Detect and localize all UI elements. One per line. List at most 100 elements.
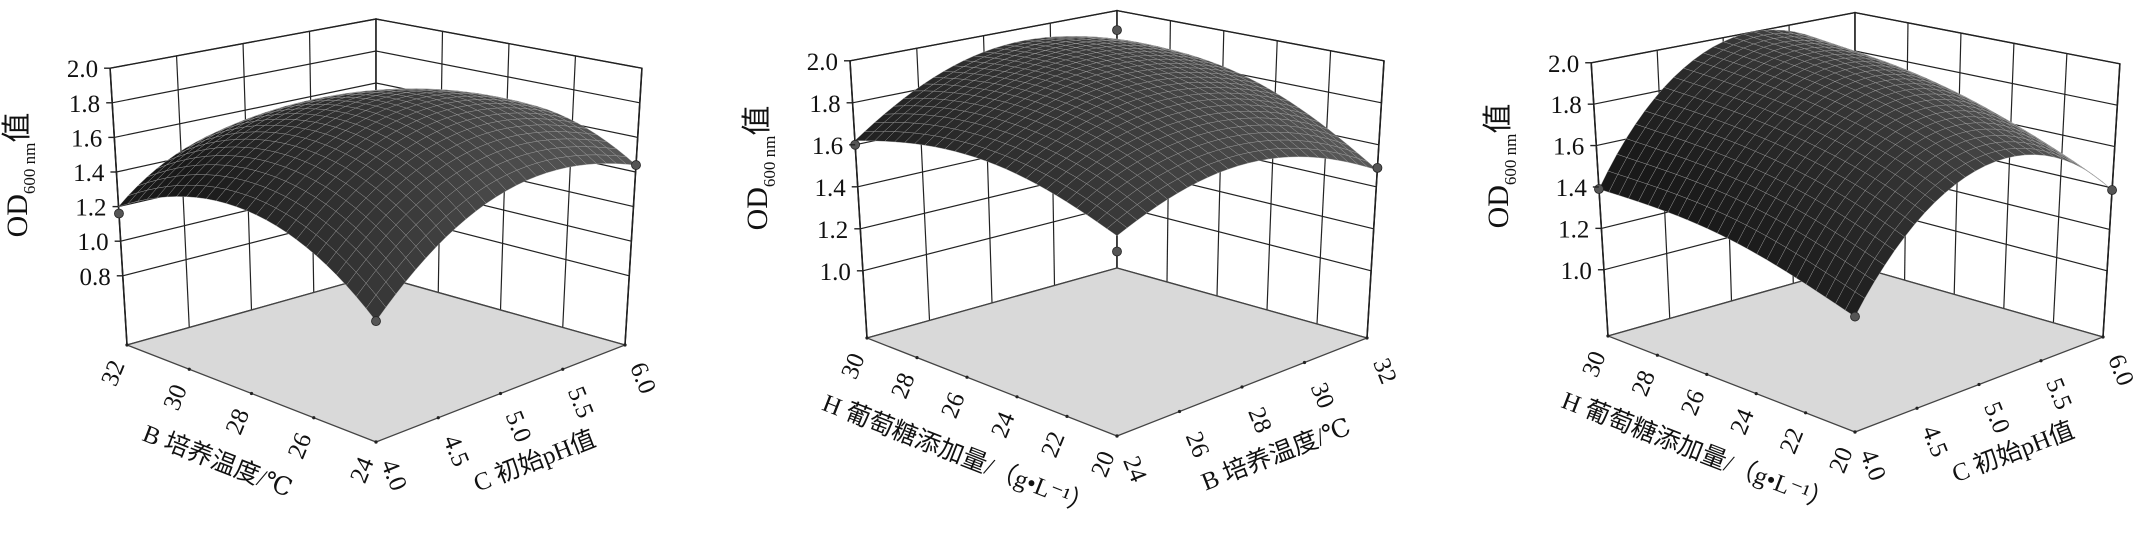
x-tick-mark bbox=[1655, 353, 1659, 357]
y-tick-label: 26 bbox=[1180, 428, 1214, 461]
z-axis-line bbox=[1366, 60, 1385, 339]
wall-gridline bbox=[562, 55, 577, 328]
z-tick-label: 1.8 bbox=[1550, 92, 1581, 119]
x-tick-label: 24 bbox=[986, 408, 1021, 442]
x-tick-mark bbox=[1606, 334, 1610, 338]
y-tick-label: 24 bbox=[1117, 453, 1152, 487]
response-surface bbox=[117, 88, 637, 322]
z-axis-line bbox=[849, 60, 868, 339]
z-tick-label: 1.8 bbox=[809, 91, 840, 118]
z-axis-line bbox=[1590, 62, 1609, 337]
z-title-subscript: 600 nm bbox=[20, 143, 39, 194]
x-tick-label: 26 bbox=[1676, 386, 1710, 419]
x-tick-label: 22 bbox=[1775, 424, 1809, 457]
z-tick-label: 1.6 bbox=[812, 133, 843, 160]
surface-patch bbox=[365, 294, 387, 322]
z-axis-title: OD600 nm值 bbox=[1482, 104, 1520, 229]
z-axis-line bbox=[2102, 63, 2121, 338]
y-tick-mark bbox=[1240, 385, 1244, 389]
y-tick-label: 30 bbox=[1305, 379, 1339, 412]
x-tick-mark bbox=[125, 343, 129, 347]
y-tick-mark bbox=[374, 440, 378, 444]
z-tick-label: 1.4 bbox=[1556, 175, 1588, 202]
z-axis-title: OD600 nm值 bbox=[1, 113, 39, 238]
z-title-suffix: 值 bbox=[1, 113, 34, 143]
response-surface bbox=[1598, 29, 2113, 317]
x-tick-mark bbox=[965, 375, 969, 379]
y-tick-mark bbox=[1853, 430, 1857, 434]
y-tick-mark bbox=[1915, 406, 1919, 410]
z-tick-label: 1.8 bbox=[69, 91, 100, 118]
x-tick-mark bbox=[187, 367, 191, 371]
y-tick-label: 4.5 bbox=[1916, 422, 1953, 461]
z-tick-label: 1.2 bbox=[75, 195, 106, 222]
y-tick-label: 6.0 bbox=[2102, 351, 2139, 390]
y-tick-mark bbox=[1977, 382, 1981, 387]
y-tick-label: 28 bbox=[1242, 404, 1276, 437]
y-tick-mark bbox=[1365, 336, 1369, 340]
surface-patch bbox=[1844, 291, 1866, 317]
z-title-main: OD bbox=[1, 194, 34, 237]
z-title-main: OD bbox=[741, 187, 774, 230]
surface-plot-1: 0.8 1.0 1.2 1.4 1.6 1.8 2.0 OD600 nm值 24 26 28 30 32… bbox=[1, 18, 661, 503]
y-tick-label: 4.0 bbox=[1854, 446, 1891, 485]
x-tick-label: 20 bbox=[1824, 444, 1858, 477]
z-tick-label: 1.6 bbox=[1553, 134, 1584, 161]
x-tick-label: 20 bbox=[1086, 448, 1120, 481]
design-point bbox=[1850, 311, 1860, 322]
x-axis-label: B 培养温度/℃ bbox=[139, 419, 296, 502]
z-title-main: OD bbox=[1482, 185, 1515, 228]
y-tick-label: 6.0 bbox=[624, 359, 661, 398]
x-tick-mark bbox=[915, 356, 919, 360]
z-tick-label: 1.0 bbox=[77, 229, 108, 256]
design-point bbox=[1594, 184, 1604, 194]
x-tick-label: 32 bbox=[96, 357, 130, 390]
design-point bbox=[631, 160, 641, 170]
y-tick-mark bbox=[561, 367, 565, 371]
y-tick-mark bbox=[2101, 335, 2105, 339]
floor-plane bbox=[864, 267, 1370, 437]
x-tick-label: 26 bbox=[936, 389, 970, 422]
y-tick-label: 4.5 bbox=[437, 431, 474, 470]
x-tick-label: 28 bbox=[886, 369, 920, 402]
x-tick-label: 30 bbox=[1577, 348, 1611, 381]
z-title-subscript: 600 nm bbox=[760, 136, 779, 187]
design-point bbox=[2107, 185, 2117, 195]
x-tick-mark bbox=[1065, 414, 1069, 418]
x-tick-mark bbox=[312, 416, 316, 420]
z-title-suffix: 值 bbox=[741, 106, 774, 136]
y-tick-mark bbox=[623, 343, 627, 347]
design-point bbox=[371, 316, 381, 327]
x-tick-mark bbox=[1015, 395, 1019, 399]
x-tick-label: 24 bbox=[345, 453, 380, 487]
z-tick-label: 2.0 bbox=[67, 56, 98, 83]
z-tick-label: 0.8 bbox=[80, 264, 111, 291]
design-point bbox=[1112, 246, 1122, 257]
x-tick-label: 22 bbox=[1036, 428, 1070, 461]
surface-patch bbox=[1106, 219, 1128, 237]
y-tick-label: 5.5 bbox=[2040, 374, 2077, 413]
x-tick-label: 28 bbox=[221, 405, 255, 438]
y-tick-mark bbox=[1115, 434, 1119, 438]
x-tick-label: 30 bbox=[159, 381, 193, 414]
z-title-suffix: 值 bbox=[1482, 104, 1515, 134]
design-point bbox=[1112, 25, 1122, 36]
y-tick-label: 4.0 bbox=[375, 456, 412, 495]
design-point bbox=[114, 208, 124, 219]
y-tick-mark bbox=[436, 416, 440, 420]
x-tick-label: 24 bbox=[1725, 405, 1760, 439]
x-tick-label: 26 bbox=[283, 429, 317, 462]
x-tick-mark bbox=[1754, 392, 1758, 396]
z-tick-label: 1.4 bbox=[73, 160, 105, 187]
z-title-subscript: 600 nm bbox=[1501, 134, 1520, 185]
y-tick-label: 5.0 bbox=[1978, 398, 2015, 437]
z-tick-label: 1.0 bbox=[1561, 258, 1592, 285]
y-tick-label: 5.5 bbox=[562, 383, 599, 422]
z-tick-label: 1.0 bbox=[820, 259, 851, 286]
x-tick-mark bbox=[249, 391, 254, 396]
x-tick-mark bbox=[1804, 411, 1808, 415]
design-point bbox=[1372, 162, 1383, 173]
z-tick-label: 2.0 bbox=[1548, 51, 1579, 78]
